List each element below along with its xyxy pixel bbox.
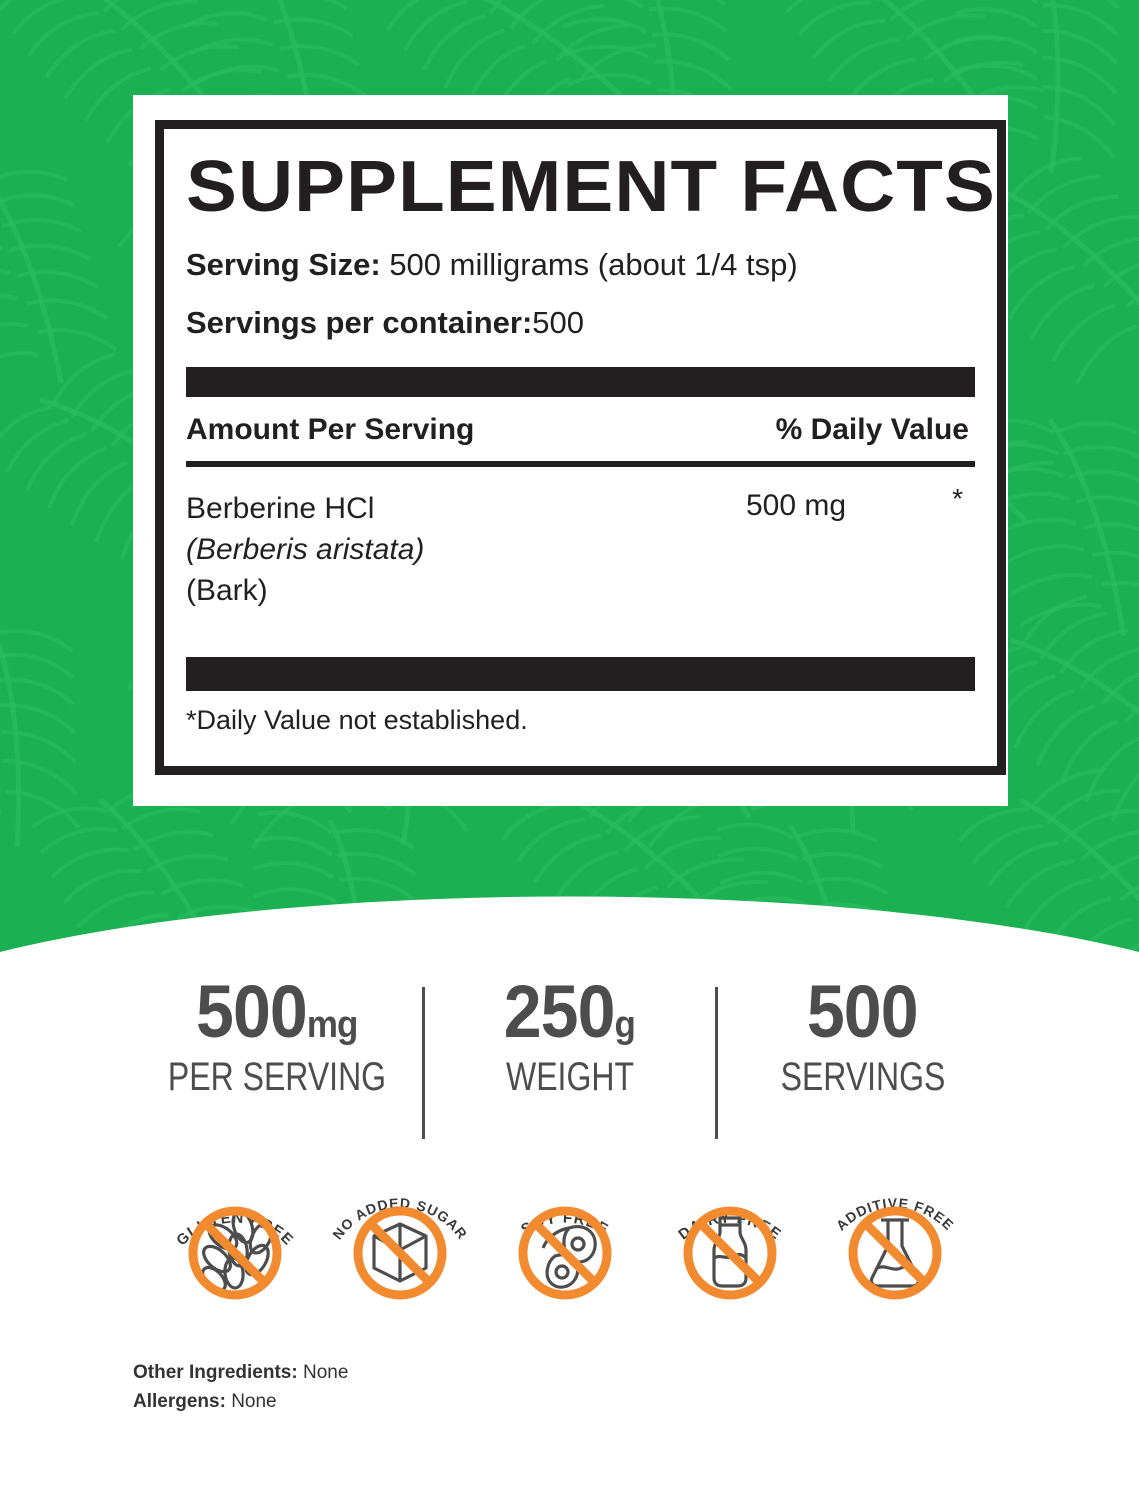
ingredient-amount: 500 mg bbox=[746, 489, 847, 522]
ingredient-name: Berberine HCl bbox=[186, 492, 375, 525]
footer-rule-thick bbox=[186, 657, 975, 691]
badge-dairy-free: DAIRY FREE bbox=[650, 1180, 810, 1325]
stat-servings: 500 SERVINGS bbox=[718, 975, 1008, 1100]
serving-size-label: Serving Size: bbox=[186, 247, 381, 282]
stat-value: 500 bbox=[195, 970, 308, 1053]
stat-caption: WEIGHT bbox=[505, 1055, 634, 1099]
header-rule-thick bbox=[186, 367, 975, 397]
daily-value-footnote: *Daily Value not established. bbox=[186, 705, 528, 735]
stat-per-serving: 500mg PER SERVING bbox=[132, 975, 422, 1100]
stat-caption: SERVINGS bbox=[780, 1055, 945, 1099]
stat-weight: 250g WEIGHT bbox=[425, 975, 715, 1100]
stat-value: 500 bbox=[807, 970, 919, 1053]
badge-no-added-sugar: NO ADDED SUGAR bbox=[320, 1180, 480, 1325]
allergens-value: None bbox=[231, 1391, 277, 1413]
other-ingredients-line: Other Ingredients: None bbox=[133, 1358, 833, 1387]
badge-gluten-free: GLUTEN FREE bbox=[155, 1180, 315, 1325]
ingredient-daily-value: * bbox=[952, 483, 963, 514]
stats-row: 500mg PER SERVING 250g WEIGHT 500 SERVIN… bbox=[0, 975, 1139, 1145]
servings-per-container-value: 500 bbox=[532, 305, 585, 340]
stat-value-wrap: 500mg bbox=[196, 975, 359, 1049]
supplement-facts-frame: SUPPLEMENT FACTS Serving Size: 500 milli… bbox=[155, 120, 1006, 775]
certification-badges: GLUTEN FREE NO ADDED SUGAR bbox=[0, 1180, 1139, 1330]
servings-per-container-label: Servings per container: bbox=[186, 305, 533, 340]
stat-value: 250 bbox=[503, 970, 616, 1053]
stat-caption: PER SERVING bbox=[167, 1055, 386, 1099]
table-row: Berberine HCl (Berberis aristata) (Bark)… bbox=[186, 467, 975, 657]
badge-additive-free: ADDITIVE FREE bbox=[815, 1180, 975, 1325]
stat-divider-1 bbox=[421, 987, 425, 1139]
table-header-row: Amount Per Serving % Daily Value bbox=[186, 413, 975, 447]
badge-soy-free: SOY FREE bbox=[485, 1180, 645, 1325]
stat-value-wrap: 250g bbox=[504, 975, 636, 1049]
other-ingredients-label: Other Ingredients: bbox=[133, 1362, 298, 1383]
serving-size-value: 500 milligrams (about 1/4 tsp) bbox=[389, 247, 798, 282]
allergens-label: Allergens: bbox=[133, 1391, 226, 1413]
stat-unit: mg bbox=[306, 1004, 359, 1046]
supplement-facts-card: SUPPLEMENT FACTS Serving Size: 500 milli… bbox=[133, 95, 1008, 806]
allergens-line: Allergens: None bbox=[133, 1387, 833, 1416]
servings-per-container-line: Servings per container:500 bbox=[186, 305, 985, 341]
column-amount-per-serving: Amount Per Serving bbox=[186, 413, 475, 446]
ingredient-name-block: Berberine HCl (Berberis aristata) (Bark) bbox=[186, 489, 975, 611]
ingredient-plant-part: (Bark) bbox=[186, 573, 268, 607]
header-rule-thin bbox=[186, 461, 975, 467]
stat-divider-2 bbox=[714, 987, 718, 1139]
page-title: SUPPLEMENT FACTS bbox=[186, 147, 996, 227]
footer-text: Other Ingredients: None Allergens: None bbox=[133, 1358, 833, 1417]
serving-size-line: Serving Size: 500 milligrams (about 1/4 … bbox=[186, 247, 985, 283]
stat-value-wrap: 500 bbox=[807, 975, 919, 1049]
ingredient-scientific-name: (Berberis aristata) bbox=[186, 532, 425, 566]
stat-unit: g bbox=[614, 1004, 636, 1046]
other-ingredients-value: None bbox=[302, 1362, 349, 1383]
column-percent-daily-value: % Daily Value bbox=[775, 413, 969, 446]
